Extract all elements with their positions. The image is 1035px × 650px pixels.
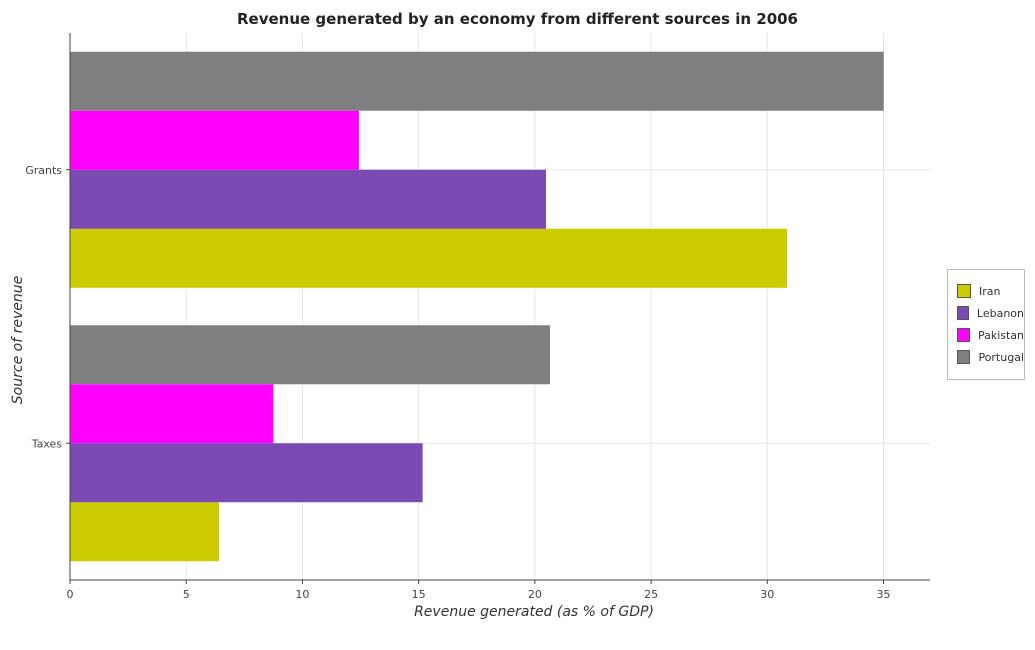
legend-label: Pakistan [977, 328, 1024, 342]
bar-lebanon-taxes [70, 443, 423, 503]
x-tick-label: 15 [412, 588, 426, 601]
bar-iran-grants [70, 228, 788, 288]
y-tick-label-taxes: Taxes [31, 437, 63, 450]
legend-swatch [957, 350, 971, 364]
legend-swatch [957, 328, 970, 342]
x-tick-label: 30 [760, 588, 774, 601]
legend-item-portugal: Portugal [948, 346, 1024, 368]
legend-item-pakistan: Pakistan [948, 324, 1024, 346]
x-tick-label: 35 [877, 588, 891, 601]
x-tick-label: 0 [67, 588, 74, 601]
axis-layer: 0 5 10 15 20 25 30 35 Grants Taxes [25, 33, 930, 601]
legend: Iran Lebanon Pakistan Portugal [947, 269, 1025, 380]
bar-portugal-taxes [70, 325, 550, 385]
legend-swatch [957, 306, 969, 320]
y-tick-label-grants: Grants [25, 164, 62, 177]
chart-title: Revenue generated by an economy from dif… [237, 10, 798, 28]
bar-lebanon-grants [70, 169, 547, 229]
legend-label: Iran [979, 284, 1001, 298]
legend-item-iran: Iran [948, 280, 1024, 302]
x-tick-label: 5 [183, 588, 190, 601]
x-tick-label: 25 [644, 588, 658, 601]
bar-pakistan-taxes [70, 384, 274, 444]
x-tick-label: 10 [295, 588, 309, 601]
legend-swatch [957, 284, 971, 298]
bar-iran-taxes [70, 502, 219, 562]
legend-item-lebanon: Lebanon [948, 302, 1024, 324]
legend-label: Lebanon [976, 306, 1024, 320]
x-tick-label: 20 [528, 588, 542, 601]
y-axis-label: Source of revenue [10, 276, 26, 404]
bar-portugal-grants [70, 51, 884, 111]
bar-layer [70, 51, 884, 562]
bar-pakistan-grants [70, 110, 359, 170]
x-axis-label: Revenue generated (as % of GDP) [414, 604, 654, 620]
legend-label: Portugal [978, 350, 1024, 364]
